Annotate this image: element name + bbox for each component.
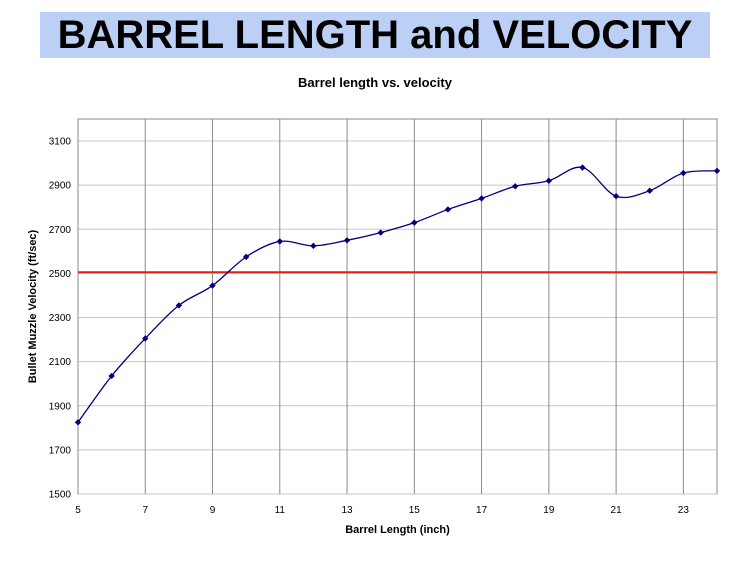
y-tick-label: 1500 bbox=[49, 490, 72, 501]
x-tick-label: 11 bbox=[275, 505, 286, 516]
y-axis-ticks: 1500 1700 1900 2100 2300 2500 2700 2900 3100 bbox=[49, 137, 72, 501]
x-tick-label: 15 bbox=[409, 505, 421, 516]
data-point bbox=[377, 229, 384, 236]
y-tick-label: 2900 bbox=[49, 181, 72, 192]
data-point bbox=[478, 195, 485, 202]
x-tick-label: 19 bbox=[543, 505, 555, 516]
x-tick-label: 9 bbox=[210, 505, 216, 516]
data-point bbox=[545, 177, 553, 184]
data-point bbox=[713, 167, 721, 175]
y-tick-label: 2100 bbox=[49, 357, 72, 368]
x-tick-label: 7 bbox=[142, 505, 148, 516]
data-point bbox=[209, 282, 216, 289]
x-tick-label: 5 bbox=[75, 505, 81, 516]
y-tick-label: 2700 bbox=[49, 225, 72, 236]
x-tick-label: 23 bbox=[678, 505, 690, 516]
y-tick-label: 2500 bbox=[49, 269, 72, 280]
x-tick-label: 17 bbox=[476, 505, 488, 516]
horizontal-gridlines bbox=[78, 140, 717, 495]
data-point bbox=[242, 253, 250, 261]
x-tick-label: 21 bbox=[611, 505, 623, 516]
data-point bbox=[680, 169, 687, 177]
y-tick-label: 1900 bbox=[49, 401, 72, 412]
data-point bbox=[612, 193, 620, 200]
data-point bbox=[579, 164, 586, 171]
y-tick-label: 3100 bbox=[49, 137, 72, 148]
data-markers bbox=[74, 164, 721, 426]
vertical-gridlines bbox=[77, 119, 684, 494]
x-axis-ticks: 5 7 9 11 13 15 17 19 21 23 bbox=[75, 505, 689, 516]
chart-title: Barrel length vs. velocity bbox=[298, 75, 452, 90]
data-point bbox=[108, 372, 115, 380]
data-point bbox=[343, 237, 351, 244]
series-line bbox=[77, 166, 718, 423]
data-point bbox=[276, 238, 283, 245]
data-point bbox=[74, 419, 82, 426]
data-point bbox=[310, 242, 317, 250]
data-point bbox=[444, 206, 452, 213]
plot-area bbox=[77, 118, 718, 495]
data-point bbox=[411, 219, 418, 226]
y-tick-label: 1700 bbox=[49, 445, 72, 456]
data-point bbox=[142, 335, 149, 342]
data-point bbox=[646, 187, 653, 194]
y-axis-label: Bullet Muzzle Velocity (ft/sec) bbox=[27, 229, 39, 383]
title-banner bbox=[40, 12, 710, 58]
x-tick-label: 13 bbox=[341, 505, 353, 516]
y-tick-label: 2300 bbox=[49, 313, 72, 324]
x-axis-label: Barrel Length (inch) bbox=[345, 524, 450, 536]
data-point bbox=[175, 302, 183, 309]
data-point bbox=[512, 183, 519, 190]
page-title: BARREL LENGTH and VELOCITY bbox=[57, 13, 693, 57]
